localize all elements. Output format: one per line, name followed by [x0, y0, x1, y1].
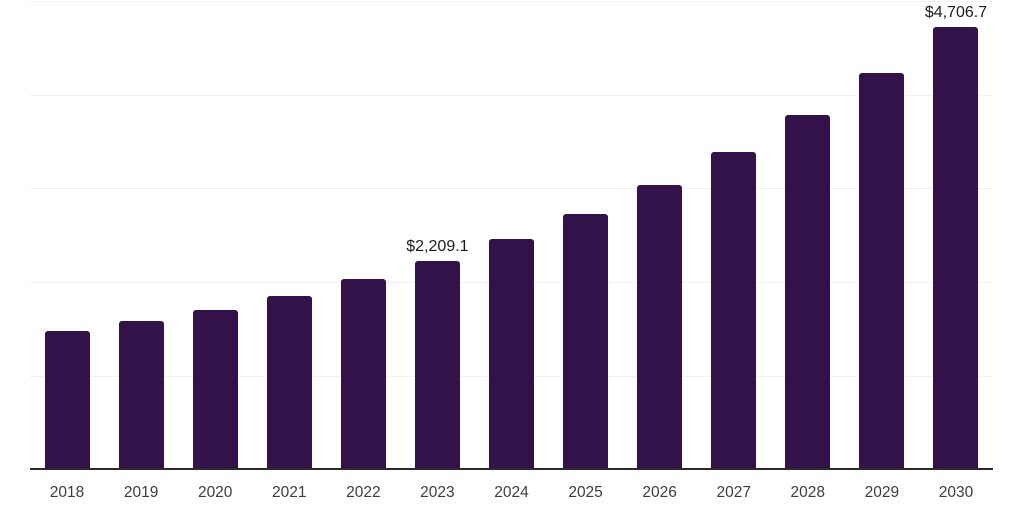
bar-2023[interactable] — [414, 261, 460, 468]
bar-2020[interactable] — [192, 309, 238, 468]
bar-2025[interactable] — [563, 213, 609, 468]
x-tick-label-2021: 2021 — [272, 484, 307, 501]
gridline — [30, 94, 993, 96]
bar-2029[interactable] — [859, 72, 905, 468]
x-tick-label-2030: 2030 — [938, 484, 974, 501]
bar-2030[interactable] — [933, 26, 979, 468]
bar-value-label-2023: $2,209.1 — [406, 238, 469, 255]
x-tick-label-2023: 2023 — [420, 484, 455, 501]
x-tick-label-2019: 2019 — [123, 484, 159, 501]
x-tick-label-2020: 2020 — [197, 484, 233, 501]
x-axis-line — [30, 468, 993, 470]
x-tick-label-2028: 2028 — [790, 484, 826, 501]
bar-2022[interactable] — [340, 279, 386, 468]
bar-value-label-2030: $4,706.7 — [924, 3, 988, 21]
x-tick-label-2022: 2022 — [346, 484, 381, 501]
bar-2018[interactable] — [44, 330, 90, 468]
x-tick-label-2026: 2026 — [642, 484, 677, 501]
gridline — [30, 188, 993, 190]
bar-2024[interactable] — [489, 238, 534, 468]
bar-2019[interactable] — [118, 320, 164, 468]
bar-2028[interactable] — [785, 115, 831, 468]
plot-area: $2,209.1 $4,706.7 — [30, 0, 993, 470]
bar-2026[interactable] — [637, 185, 683, 468]
x-axis-labels: 2018 2019 2020 2021 2022 2023 2024 2025 2026 2027… — [30, 484, 993, 504]
x-tick-label-2027: 2027 — [716, 484, 751, 501]
bar-2027[interactable] — [711, 151, 757, 468]
x-tick-label-2024: 2024 — [494, 484, 529, 501]
x-tick-label-2025: 2025 — [568, 484, 603, 501]
bar-2021[interactable] — [266, 296, 312, 468]
gridline — [30, 1, 993, 2]
x-tick-label-2018: 2018 — [49, 484, 85, 501]
x-tick-label-2029: 2029 — [864, 484, 900, 501]
